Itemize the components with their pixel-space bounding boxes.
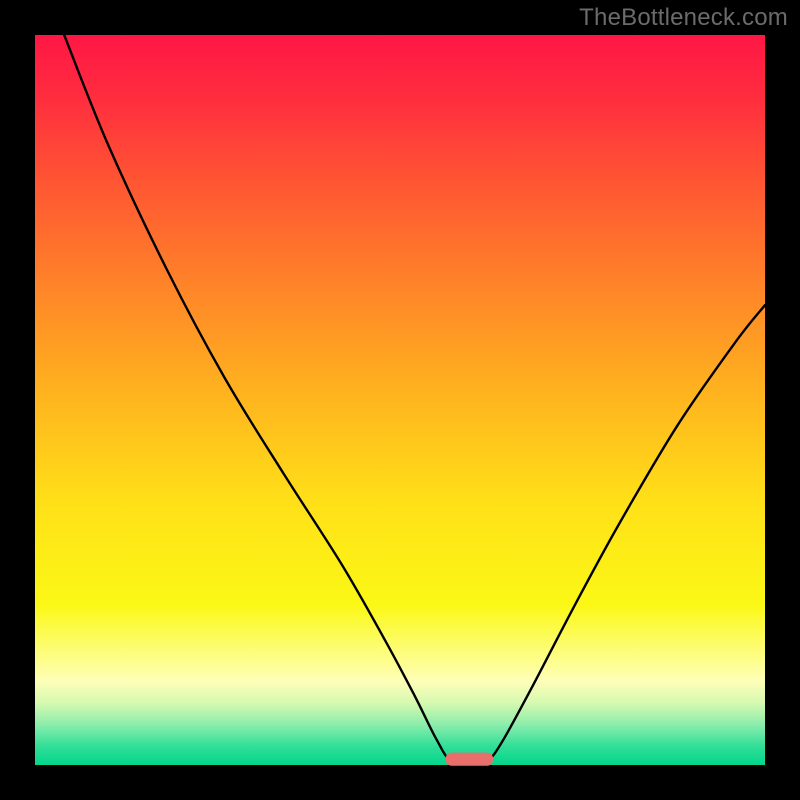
chart-container: TheBottleneck.com	[0, 0, 800, 800]
bottleneck-chart	[0, 0, 800, 800]
watermark-text: TheBottleneck.com	[579, 4, 788, 32]
optimal-marker	[446, 753, 493, 766]
plot-background	[35, 35, 765, 765]
